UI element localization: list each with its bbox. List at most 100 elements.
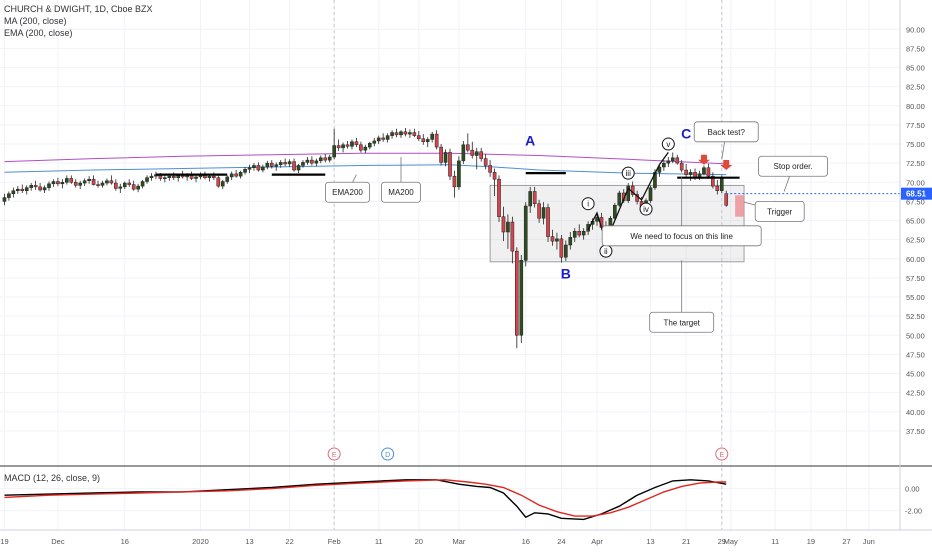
symbol-legend: CHURCH & DWIGHT, 1D, Cboe BZX <box>4 4 153 14</box>
candle-body <box>100 182 105 186</box>
callout: The target <box>649 260 715 333</box>
candle-body <box>336 145 341 149</box>
candle <box>626 183 631 203</box>
candle <box>372 137 377 147</box>
candle <box>443 149 448 167</box>
candle-body <box>572 230 577 238</box>
subwave-circle <box>639 202 653 216</box>
candle <box>20 184 25 193</box>
x-tick-label: 16 <box>121 537 129 546</box>
candle-body <box>434 133 439 148</box>
candle <box>229 171 234 180</box>
candle-body <box>519 260 524 336</box>
candle-body <box>11 190 16 195</box>
y-tick-label: 52.50 <box>906 312 925 321</box>
candle <box>198 172 203 180</box>
candle <box>65 175 69 185</box>
callout-box <box>601 225 762 247</box>
candle <box>706 163 711 179</box>
candle <box>96 180 100 188</box>
candle-body <box>171 175 176 178</box>
candle <box>702 165 706 176</box>
candle-body <box>679 162 684 171</box>
candle <box>287 159 292 167</box>
candle-body <box>497 178 501 217</box>
candle <box>711 172 715 189</box>
candle-body <box>283 162 287 165</box>
candle <box>403 127 408 137</box>
candle <box>33 180 38 190</box>
candle <box>466 133 470 153</box>
candle-body <box>501 216 506 233</box>
candle <box>425 137 430 148</box>
candle-body <box>256 165 261 171</box>
candle <box>69 175 74 184</box>
candle <box>421 134 426 145</box>
candle-body <box>167 175 172 178</box>
candle <box>408 129 412 138</box>
candle-body <box>474 151 479 156</box>
candle <box>363 144 368 154</box>
y-tick-label: 72.50 <box>906 159 925 168</box>
y-tick-label: 75.00 <box>906 140 925 149</box>
candle-body <box>216 177 221 187</box>
candle-body <box>559 238 564 258</box>
candle-body <box>412 132 417 136</box>
subwave-circle <box>621 166 635 180</box>
candle-body <box>114 182 118 189</box>
candle-body <box>20 188 25 191</box>
candle-body <box>479 151 483 159</box>
callout: Back test? <box>693 121 759 160</box>
candle <box>568 232 573 250</box>
candle-body <box>408 132 412 135</box>
candle-body <box>47 183 51 188</box>
y-tick-label: 37.50 <box>906 427 925 436</box>
candle-body <box>350 141 354 147</box>
candle-body <box>314 160 319 164</box>
y-tick-label: 45.00 <box>906 370 925 379</box>
y-tick-label: 47.50 <box>906 350 925 359</box>
candle-body <box>229 173 234 178</box>
callout-box <box>325 181 370 203</box>
candle <box>577 224 582 238</box>
callout-box <box>754 200 805 222</box>
candle-body <box>448 152 452 177</box>
macd-y-tick-label: -2.00 <box>905 507 922 516</box>
earnings-marker: E <box>327 447 341 461</box>
price-badge-text: 68.51 <box>906 190 927 199</box>
candle <box>541 202 546 225</box>
candles <box>2 127 729 349</box>
candle <box>256 162 261 172</box>
candle <box>470 141 475 159</box>
candle <box>2 193 7 206</box>
candle <box>550 229 555 246</box>
x-tick-label: 11 <box>375 537 383 546</box>
candle-body <box>318 157 323 162</box>
candle-body <box>506 221 510 233</box>
candle <box>252 163 256 171</box>
macd-y-tick-label: 0.00 <box>905 485 920 494</box>
candle-body <box>483 158 488 166</box>
price-badge-bg <box>901 187 932 200</box>
candle <box>457 156 461 190</box>
candle <box>318 155 323 164</box>
candle <box>350 139 354 150</box>
x-tick-label: Dec <box>51 537 65 546</box>
candle <box>613 202 617 221</box>
callout-box <box>381 181 421 203</box>
candle-body <box>421 138 426 142</box>
candle <box>474 147 479 170</box>
candle <box>261 164 265 173</box>
candle <box>82 178 87 187</box>
candle-body <box>238 172 243 177</box>
ema200-line <box>4 164 727 176</box>
candle-body <box>711 175 715 187</box>
elliott-wave-path <box>587 152 669 244</box>
candle-body <box>684 169 688 175</box>
x-tick-label: 11 <box>771 537 779 546</box>
candle-body <box>662 162 666 168</box>
candle <box>100 180 105 188</box>
candle-body <box>127 182 132 185</box>
